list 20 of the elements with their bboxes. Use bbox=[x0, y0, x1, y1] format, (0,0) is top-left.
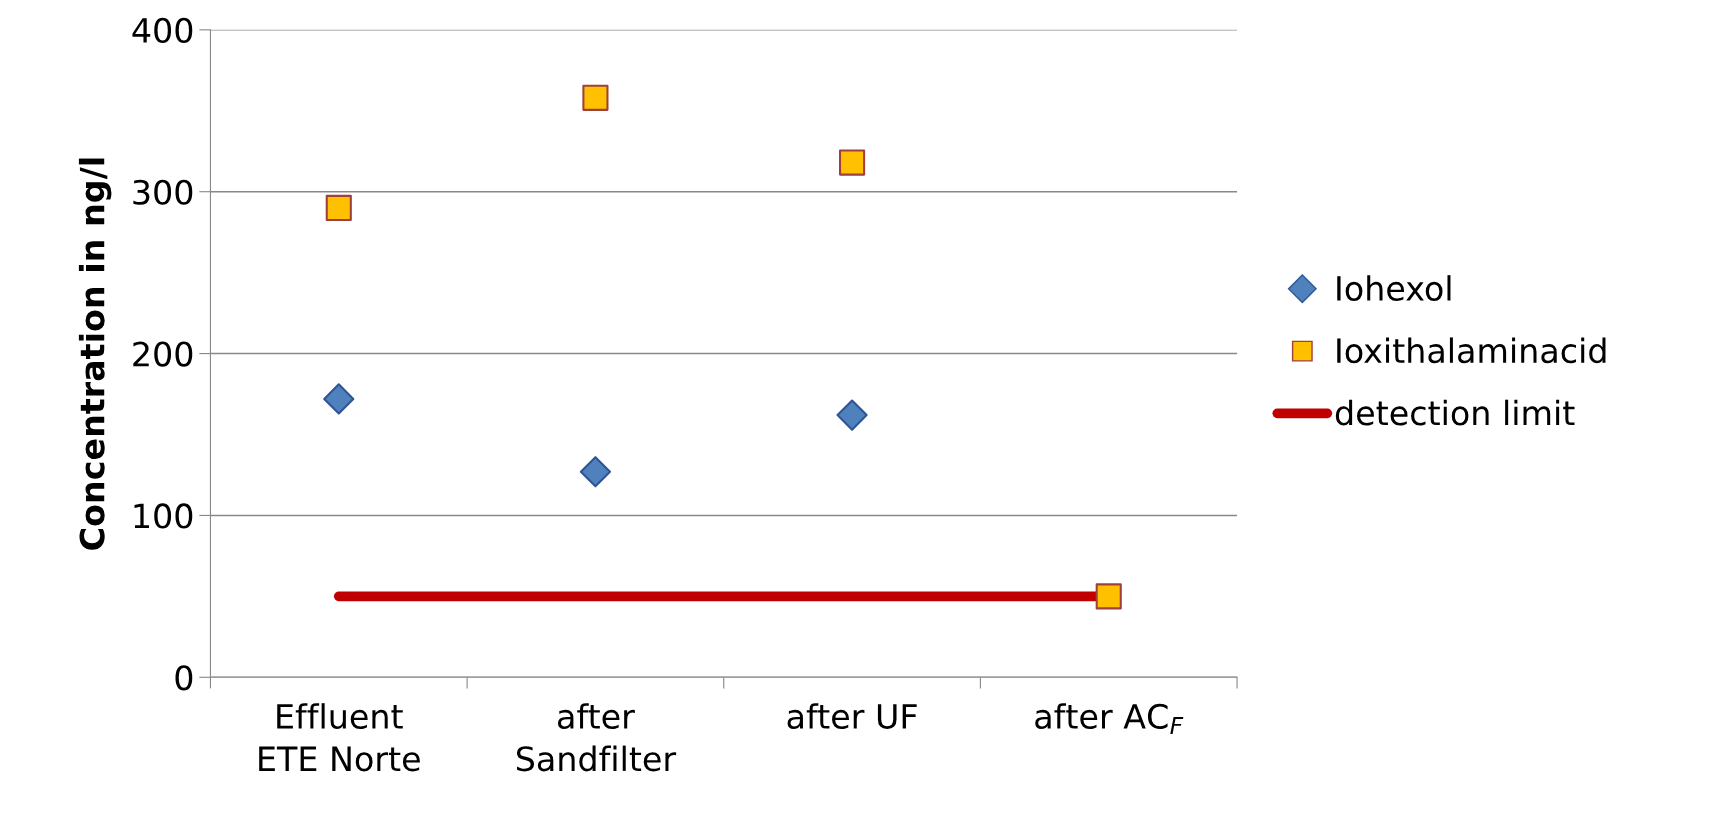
x-tick-label: after UF bbox=[787, 703, 917, 729]
point bbox=[836, 399, 868, 431]
y-tick-label: 100 bbox=[134, 503, 193, 529]
point bbox=[839, 149, 866, 176]
point bbox=[1095, 583, 1122, 610]
legend-label: detection limit bbox=[1335, 399, 1575, 426]
legend-label: Ioxithalaminacid bbox=[1337, 337, 1606, 364]
y-tick-label: 200 bbox=[133, 341, 193, 367]
x-tick-label: Effluent ETE Norte bbox=[259, 703, 420, 772]
y-tick-label: 0 bbox=[175, 665, 193, 691]
legend-label: Iohexol bbox=[1337, 275, 1451, 301]
y-tick-label: 300 bbox=[133, 179, 193, 205]
point bbox=[579, 456, 612, 488]
y-tick-label: 400 bbox=[132, 17, 193, 43]
x-tick-label: after AC$_{F}$ bbox=[1035, 703, 1184, 734]
y-axis-title: Concentration in ng/l bbox=[78, 158, 112, 550]
x-tick-label: after Sandfilter bbox=[516, 703, 677, 772]
point bbox=[323, 383, 355, 415]
point bbox=[582, 84, 609, 111]
point bbox=[325, 194, 352, 221]
